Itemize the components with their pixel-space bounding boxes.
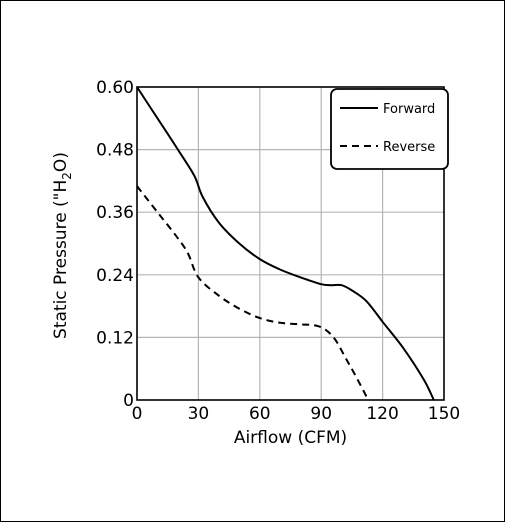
x-tick-label: 120: [366, 404, 398, 424]
legend-forward-label: Forward: [383, 102, 435, 117]
x-tick-label: 0: [132, 404, 143, 424]
x-tick-label: 60: [249, 404, 271, 424]
x-tick-label: 90: [310, 404, 332, 424]
series-line-forward: [136, 86, 435, 401]
y-tick-label: 0.60: [96, 78, 134, 98]
y-axis-label-main: Static Pressure ("H: [51, 180, 71, 339]
x-axis-label: Airflow (CFM): [234, 428, 347, 448]
legend-reverse-label: Reverse: [383, 140, 435, 155]
x-tick-label: 30: [188, 404, 210, 424]
y-axis-label-subscript: 2: [60, 172, 74, 180]
y-tick-label: 0.12: [96, 328, 134, 348]
y-tick-labels: 0 0.12 0.24 0.36 0.48 0.60: [96, 78, 134, 411]
y-tick-label: 0: [123, 391, 134, 411]
y-tick-label: 0.24: [96, 266, 134, 286]
legend: Forward Reverse: [330, 88, 449, 170]
legend-box: [330, 88, 449, 170]
series-line-reverse: [136, 185, 370, 401]
x-tick-label: 150: [428, 404, 460, 424]
x-tick-labels: 0 30 60 90 120 150: [132, 404, 461, 424]
y-axis-label: Static Pressure ("H2O): [51, 152, 74, 339]
y-tick-label: 0.48: [96, 141, 134, 161]
y-tick-label: 0.36: [96, 203, 134, 223]
series-lines: [136, 86, 435, 401]
y-axis-label-end: O): [51, 152, 71, 172]
plot-area-border: [136, 86, 445, 401]
